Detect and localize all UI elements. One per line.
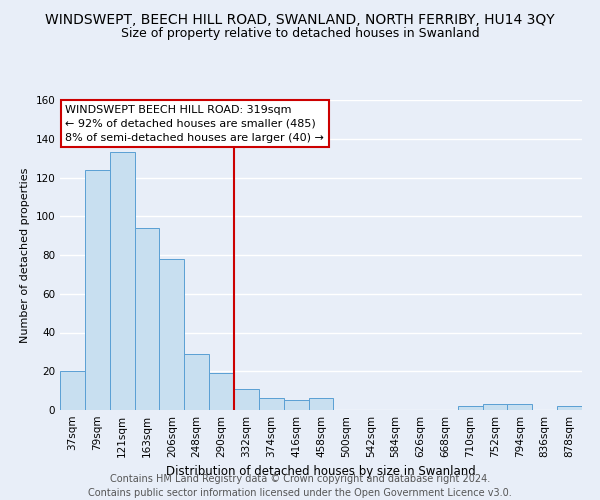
Bar: [482, 404, 508, 410]
Bar: [134, 228, 160, 410]
Bar: [259, 398, 284, 410]
Text: WINDSWEPT, BEECH HILL ROAD, SWANLAND, NORTH FERRIBY, HU14 3QY: WINDSWEPT, BEECH HILL ROAD, SWANLAND, NO…: [45, 12, 555, 26]
Bar: [60, 371, 85, 410]
Bar: [508, 404, 532, 410]
Bar: [209, 373, 234, 410]
Bar: [284, 400, 308, 410]
X-axis label: Distribution of detached houses by size in Swanland: Distribution of detached houses by size …: [166, 466, 476, 478]
Y-axis label: Number of detached properties: Number of detached properties: [20, 168, 30, 342]
Bar: [110, 152, 134, 410]
Bar: [557, 406, 582, 410]
Text: Size of property relative to detached houses in Swanland: Size of property relative to detached ho…: [121, 28, 479, 40]
Text: WINDSWEPT BEECH HILL ROAD: 319sqm
← 92% of detached houses are smaller (485)
8% : WINDSWEPT BEECH HILL ROAD: 319sqm ← 92% …: [65, 104, 324, 142]
Bar: [160, 259, 184, 410]
Bar: [308, 398, 334, 410]
Text: Contains HM Land Registry data © Crown copyright and database right 2024.
Contai: Contains HM Land Registry data © Crown c…: [88, 474, 512, 498]
Bar: [184, 354, 209, 410]
Bar: [234, 388, 259, 410]
Bar: [458, 406, 482, 410]
Bar: [85, 170, 110, 410]
